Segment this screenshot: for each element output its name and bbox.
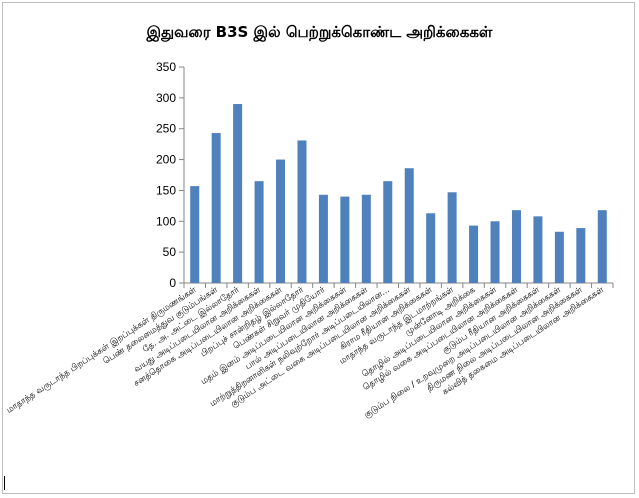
bar <box>469 225 479 283</box>
bar <box>597 210 607 283</box>
bar <box>447 192 457 283</box>
bar <box>340 196 350 283</box>
bar <box>211 133 221 283</box>
bar <box>576 228 586 283</box>
bar <box>554 231 564 283</box>
y-tick-label: 200 <box>156 153 176 167</box>
bar <box>254 181 264 283</box>
bar <box>383 181 393 283</box>
bar <box>318 194 328 283</box>
y-tick-label: 250 <box>156 122 176 136</box>
bar <box>190 186 200 283</box>
bar <box>490 221 500 283</box>
bar <box>426 213 436 283</box>
bar <box>361 194 371 283</box>
bar <box>297 140 307 283</box>
bar <box>533 216 543 283</box>
y-tick-label: 300 <box>156 91 176 105</box>
chart-frame: இதுவரை B3S இல் பெற்றுக்கொண்ட அறிக்கைகள் <box>2 2 635 494</box>
y-tick-label: 50 <box>163 245 177 259</box>
y-tick-label: 150 <box>156 183 176 197</box>
y-tick-label: 100 <box>156 214 176 228</box>
y-tick-label: 0 <box>169 276 176 290</box>
bar <box>233 104 243 284</box>
bar <box>276 159 286 283</box>
y-tick-label: 350 <box>156 60 176 74</box>
text-cursor <box>4 476 5 490</box>
bar <box>511 210 521 283</box>
chart-title: இதுவரை B3S இல் பெற்றுக்கொண்ட அறிக்கைகள் <box>146 23 493 41</box>
bar <box>404 168 414 283</box>
